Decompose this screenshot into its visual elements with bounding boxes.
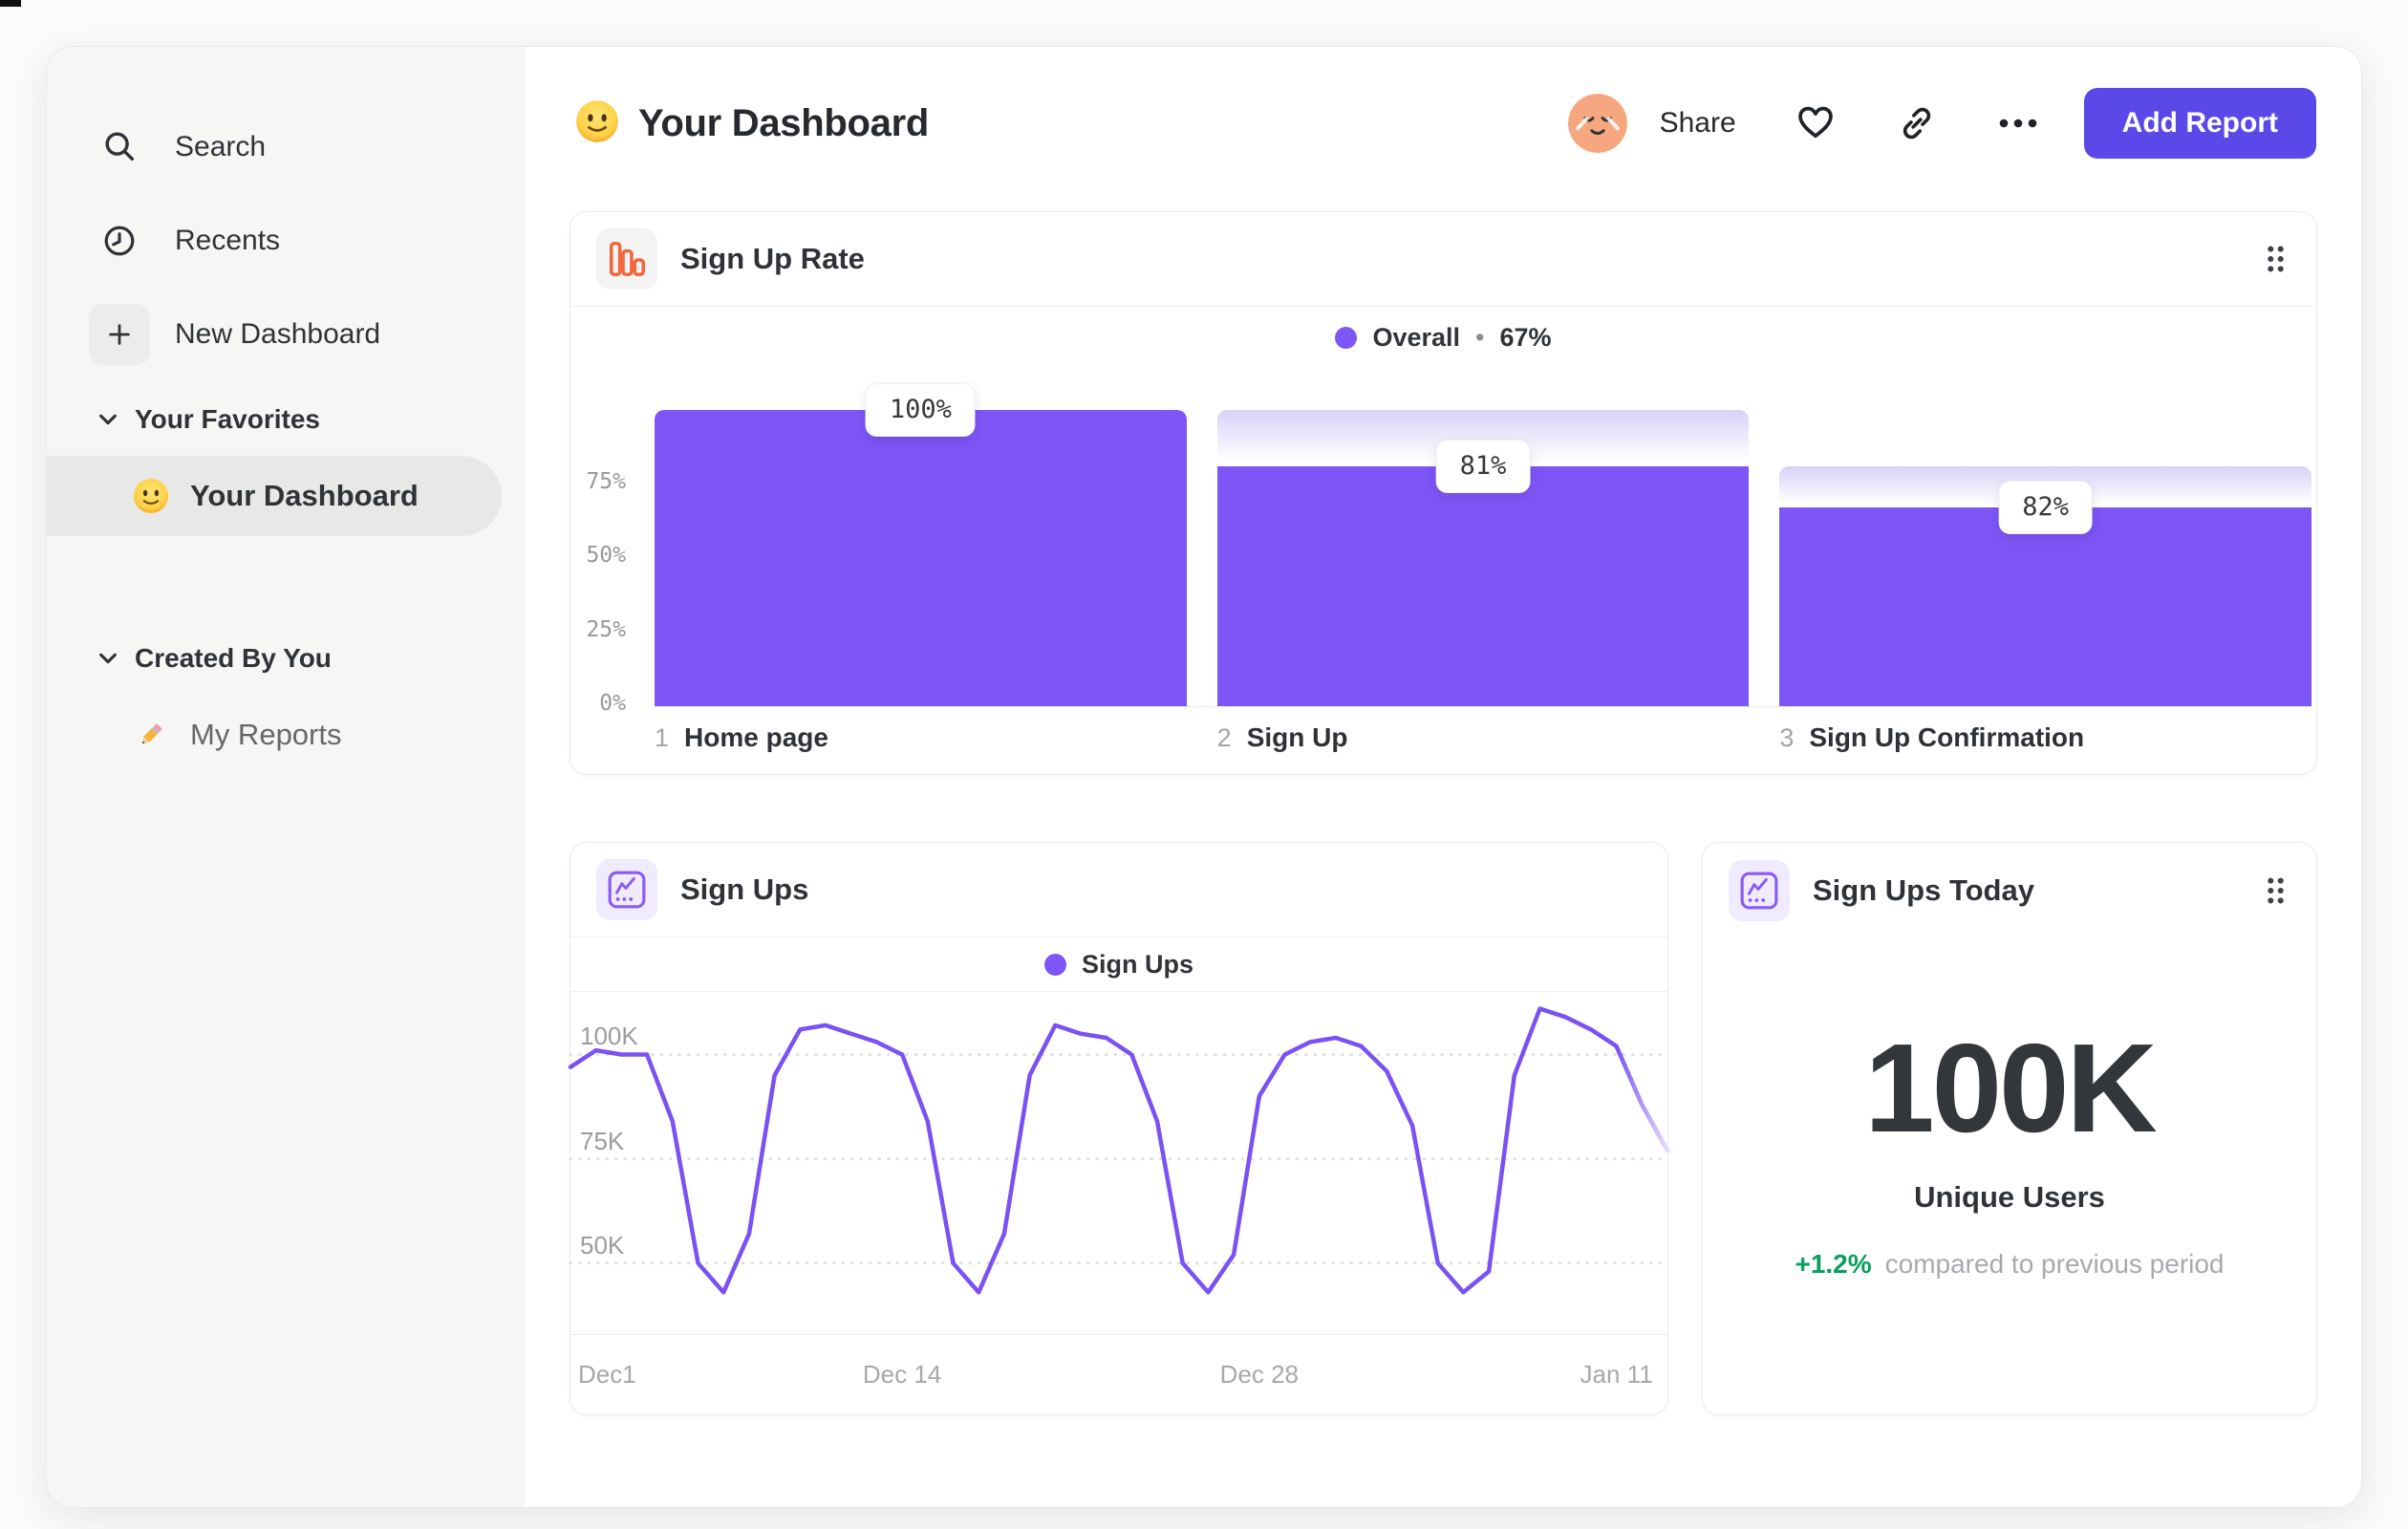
search-icon	[89, 117, 150, 178]
line-chart-icon	[596, 859, 657, 920]
nav-label: New Dashboard	[175, 318, 381, 350]
delta-percent: +1.2%	[1795, 1249, 1872, 1279]
sidebar-nav-search[interactable]: Search	[47, 100, 525, 194]
y-axis-tick: 100K	[580, 1022, 638, 1051]
app-window: Search Recents New Dashboard Your Favori…	[46, 46, 2362, 1508]
x-axis-tick: Dec 28	[1219, 1360, 1300, 1389]
value-tooltip: 100%	[865, 383, 976, 437]
metric-label: Unique Users	[1914, 1180, 2105, 1214]
funnel-converted-segment	[1779, 507, 2312, 706]
funnel-step-label: 3 Sign Up Confirmation	[1779, 722, 2085, 752]
bar-chart-icon	[596, 228, 657, 290]
sidebar-item-your-dashboard[interactable]: Your Dashboard	[47, 456, 502, 536]
drag-handle-icon[interactable]	[2264, 874, 2288, 907]
dashboard-header: Your Dashboard Share Add Report	[570, 47, 2316, 200]
pencil-emoji-icon	[133, 717, 169, 753]
y-axis-tick: 0%	[599, 691, 626, 716]
nav-label: Recents	[175, 225, 281, 256]
sign-up-rate-card: Sign Up Rate Overall • 67% 75% 50% 25% 0% 10…	[570, 211, 2317, 775]
delta-note: compared to previous period	[1884, 1249, 2225, 1279]
drag-handle-icon[interactable]	[2264, 243, 2288, 275]
legend-dot	[1335, 326, 1358, 349]
item-label: My Reports	[190, 718, 342, 751]
funnel-bar-3[interactable]: 82%	[1779, 410, 2312, 706]
funnel-step-label: 1 Home page	[655, 722, 828, 752]
sidebar-nav-recents[interactable]: Recents	[47, 194, 525, 288]
y-axis-tick: 75%	[586, 468, 626, 494]
metric-value: 100K	[1864, 1018, 2158, 1158]
funnel-bar-2[interactable]: 81%	[1216, 410, 1750, 706]
share-button[interactable]: Share	[1659, 107, 1736, 139]
clock-icon	[89, 210, 150, 271]
funnel-converted-segment	[1216, 465, 1750, 706]
sign-ups-today-card: Sign Ups Today 100K Unique Users +1.2% c…	[1702, 842, 2317, 1415]
line-chart-x-axis: Dec1 Dec 14 Dec 28 Jan 11	[570, 1334, 1667, 1414]
favorite-heart-icon[interactable]	[1794, 101, 1838, 145]
card-title: Sign Up Rate	[680, 242, 865, 275]
sign-ups-line-svg	[568, 1006, 1670, 1295]
section-title: Your Favorites	[135, 404, 320, 434]
y-axis-tick: 50%	[586, 543, 626, 568]
item-label: Your Dashboard	[190, 479, 419, 512]
add-report-button[interactable]: Add Report	[2083, 88, 2316, 159]
legend-dot	[1043, 953, 1066, 976]
screen-corner-fragment	[0, 0, 21, 7]
chevron-down-icon	[97, 410, 119, 430]
more-options-icon[interactable]	[1996, 101, 2040, 145]
funnel-converted-segment	[655, 410, 1187, 706]
line-chart-plot: 100K 75K 50K	[568, 992, 1670, 1334]
section-title: Created By You	[135, 643, 332, 673]
plus-icon	[89, 304, 150, 365]
smiley-emoji-icon	[133, 478, 169, 514]
card-title: Sign Ups	[680, 872, 809, 906]
user-avatar[interactable]	[1567, 94, 1627, 153]
line-legend[interactable]: Sign Ups	[570, 937, 1667, 992]
x-axis-tick: Dec 14	[862, 1360, 942, 1389]
funnel-step-label: 2 Sign Up	[1216, 722, 1348, 752]
sidebar: Search Recents New Dashboard Your Favori…	[47, 47, 525, 1507]
sign-ups-card: Sign Ups Sign Ups 100K 75K 50K Dec1 Dec 14 D…	[568, 842, 1670, 1415]
sidebar-item-my-reports[interactable]: My Reports	[47, 695, 502, 775]
nav-label: Search	[175, 131, 267, 162]
line-chart-icon	[1729, 859, 1790, 921]
y-axis-tick: 25%	[586, 616, 626, 642]
dashboard-emoji-icon	[575, 99, 619, 148]
sidebar-section-your-favorites[interactable]: Your Favorites	[47, 389, 525, 450]
chevron-down-icon	[97, 649, 119, 669]
value-tooltip: 81%	[1435, 439, 1531, 493]
sidebar-section-created-by-you[interactable]: Created By You	[47, 628, 525, 689]
y-axis-tick: 50K	[580, 1230, 625, 1260]
x-axis-tick: Dec1	[578, 1360, 636, 1389]
copy-link-icon[interactable]	[1895, 101, 1939, 145]
funnel-chart: 75% 50% 25% 0% 100% 81% 82% 1 Home page 2 Sign…	[570, 368, 2316, 775]
sidebar-nav-new-dashboard[interactable]: New Dashboard	[47, 288, 525, 381]
card-title: Sign Ups Today	[1813, 872, 2034, 907]
funnel-bar-1[interactable]: 100%	[655, 383, 1187, 706]
value-tooltip: 82%	[1998, 481, 2094, 535]
funnel-legend[interactable]: Overall • 67%	[570, 307, 2316, 368]
main-content: Your Dashboard Share Add Report Sign Up …	[525, 47, 2361, 1507]
x-axis-tick: Jan 11	[1580, 1360, 1653, 1389]
page-title: Your Dashboard	[638, 101, 929, 144]
y-axis-tick: 75K	[580, 1126, 625, 1155]
